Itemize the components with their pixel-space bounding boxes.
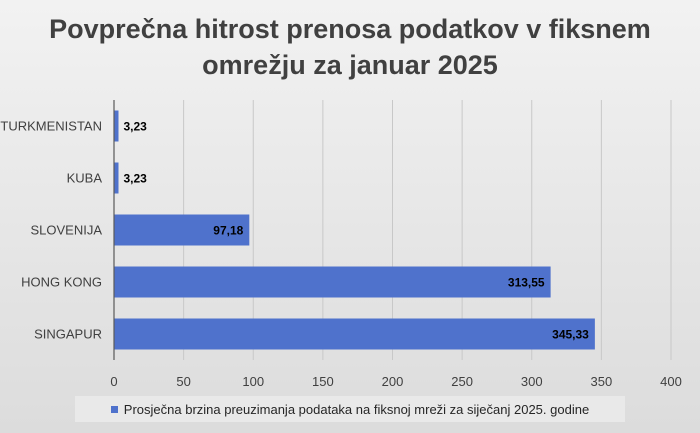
data-label: 97,18 xyxy=(213,224,243,238)
chart-title-line-2: omrežju za januar 2025 xyxy=(202,50,498,80)
bar xyxy=(114,110,119,142)
category-label: SLOVENIJA xyxy=(30,223,102,238)
bar xyxy=(114,266,551,298)
legend-swatch xyxy=(110,405,118,413)
category-label: KUBA xyxy=(67,171,103,186)
x-tick-label: 300 xyxy=(521,374,543,389)
data-label: 313,55 xyxy=(508,276,545,290)
x-tick-label: 0 xyxy=(110,374,117,389)
x-tick-label: 200 xyxy=(382,374,404,389)
legend: Prosječna brzina preuzimanja podataka na… xyxy=(75,396,625,422)
data-label: 3,23 xyxy=(123,172,147,186)
category-label: TURKMENISTAN xyxy=(0,119,102,134)
chart-title-line-1: Povprečna hitrost prenosa podatkov v fik… xyxy=(49,14,651,44)
category-label: SINGAPUR xyxy=(34,327,102,342)
bar xyxy=(114,214,250,246)
x-tick-label: 250 xyxy=(451,374,473,389)
category-label: HONG KONG xyxy=(21,275,102,290)
x-tick-label: 50 xyxy=(176,374,190,389)
bar xyxy=(114,318,595,350)
data-label: 345,33 xyxy=(552,328,589,342)
x-tick-label: 150 xyxy=(312,374,334,389)
x-tick-label: 350 xyxy=(591,374,613,389)
x-tick-label: 100 xyxy=(242,374,264,389)
legend-label: Prosječna brzina preuzimanja podataka na… xyxy=(123,401,590,417)
bar xyxy=(114,162,119,194)
data-label: 3,23 xyxy=(123,120,147,134)
x-tick-label: 400 xyxy=(660,374,682,389)
